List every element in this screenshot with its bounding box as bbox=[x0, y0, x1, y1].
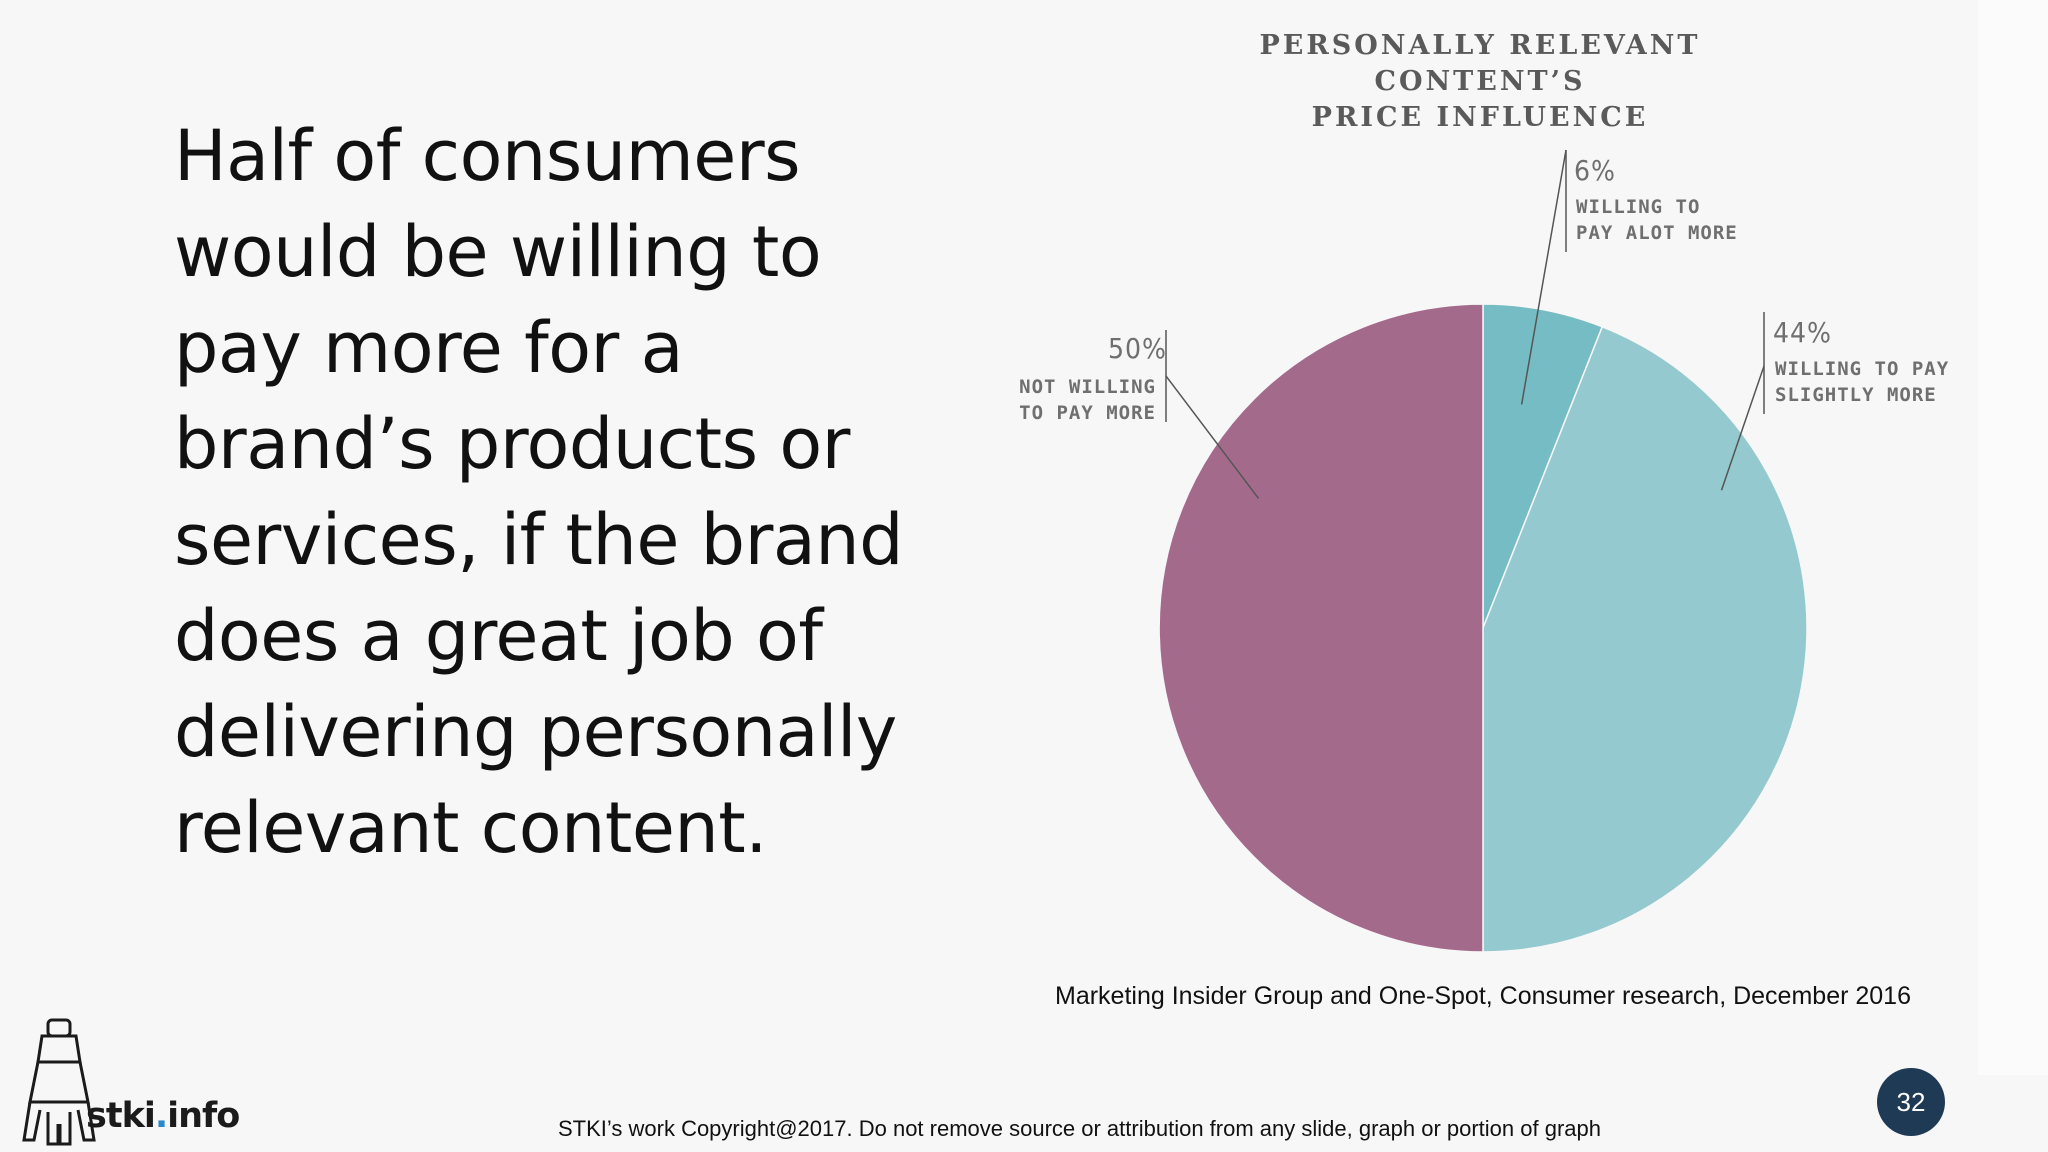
headline-line: Half of consumers bbox=[174, 115, 801, 197]
copyright-footer: STKI’s work Copyright@2017. Do not remov… bbox=[558, 1116, 1601, 1141]
slice-name-label: WILLING TO PAY ALOT MORE bbox=[1576, 194, 1738, 246]
slice-name-line: WILLING TO PAY bbox=[1775, 358, 1950, 380]
pie-slice bbox=[1482, 303, 1604, 629]
page-number-badge: 32 bbox=[1877, 1068, 1945, 1136]
logo-text-dot: . bbox=[154, 1096, 168, 1136]
headline-line: brand’s products or bbox=[174, 403, 850, 485]
stki-logo-text: stki.info bbox=[86, 1096, 240, 1136]
slice-name-line: TO PAY MORE bbox=[1019, 402, 1156, 424]
slice-name-label: WILLING TO PAY SLIGHTLY MORE bbox=[1775, 356, 1949, 408]
leader-line bbox=[1165, 375, 1260, 499]
logo-text-main: stki bbox=[86, 1096, 156, 1136]
stki-robot-logo-icon bbox=[22, 1018, 96, 1146]
headline-line: does a great job of bbox=[174, 595, 823, 677]
slice-value-label: 6% bbox=[1574, 154, 1616, 187]
slice-name-line: NOT WILLING bbox=[1019, 376, 1156, 398]
slice-name-line: WILLING TO bbox=[1576, 196, 1701, 218]
chart-title-line: PERSONALLY RELEVANT CONTENT’S bbox=[1259, 30, 1701, 97]
headline-line: relevant content. bbox=[174, 787, 767, 869]
slice-name-line: PAY ALOT MORE bbox=[1576, 222, 1738, 244]
chart-title-line: PRICE INFLUENCE bbox=[1311, 102, 1649, 133]
slide-edge-panel bbox=[1978, 0, 2048, 1075]
pie-slice bbox=[1158, 303, 1484, 953]
slice-name-label: NOT WILLING TO PAY MORE bbox=[1010, 374, 1156, 426]
leader-line bbox=[1520, 149, 1567, 405]
logo-text-tld: info bbox=[167, 1096, 240, 1136]
slice-value-label: 44% bbox=[1773, 316, 1832, 349]
headline-text: Half of consumers would be willing to pa… bbox=[174, 108, 974, 876]
headline-line: services, if the brand bbox=[174, 499, 904, 581]
headline-line: pay more for a bbox=[174, 307, 683, 389]
slice-value-label: 50% bbox=[1108, 332, 1167, 365]
headline-line: delivering personally bbox=[174, 691, 897, 773]
slice-name-line: SLIGHTLY MORE bbox=[1775, 384, 1937, 406]
headline-line: would be willing to bbox=[174, 211, 822, 293]
chart-title: PERSONALLY RELEVANT CONTENT’S PRICE INFL… bbox=[1150, 28, 1810, 136]
leader-line bbox=[1720, 365, 1765, 491]
source-citation: Marketing Insider Group and One-Spot, Co… bbox=[1055, 982, 1911, 1010]
pie-slice bbox=[1482, 325, 1808, 953]
